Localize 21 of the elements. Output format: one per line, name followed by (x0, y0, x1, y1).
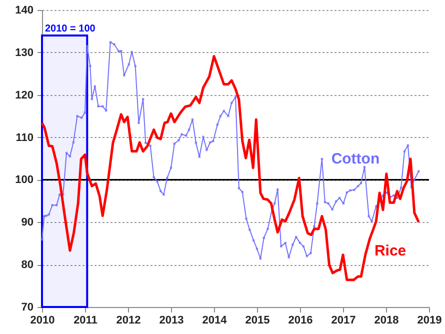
y-tick-label: 140 (15, 4, 34, 16)
y-tick-label: 90 (21, 216, 34, 229)
x-tick-label: 2016 (288, 314, 313, 326)
x-tick-label: 2019 (417, 314, 442, 326)
x-tick-label: 2011 (74, 314, 98, 326)
y-tick-label: 80 (21, 259, 34, 272)
series-label: Rice (374, 242, 406, 260)
x-tick-label: 2012 (116, 314, 141, 326)
x-tick-label: 2013 (159, 314, 184, 326)
band-label: 2010 = 100 (45, 24, 96, 35)
x-tick-label: 2015 (245, 314, 270, 326)
x-tick-label: 2010 (30, 314, 55, 326)
x-tick-label: 2018 (374, 314, 399, 326)
y-tick-label: 70 (21, 302, 34, 314)
y-tick-label: 130 (15, 46, 34, 59)
series-label: Cotton (331, 150, 380, 168)
y-tick-label: 120 (15, 89, 34, 102)
y-tick-label: 110 (16, 132, 34, 144)
y-tick-label: 100 (15, 174, 34, 186)
x-tick-label: 2014 (202, 314, 228, 326)
x-tick-label: 2017 (331, 314, 356, 326)
